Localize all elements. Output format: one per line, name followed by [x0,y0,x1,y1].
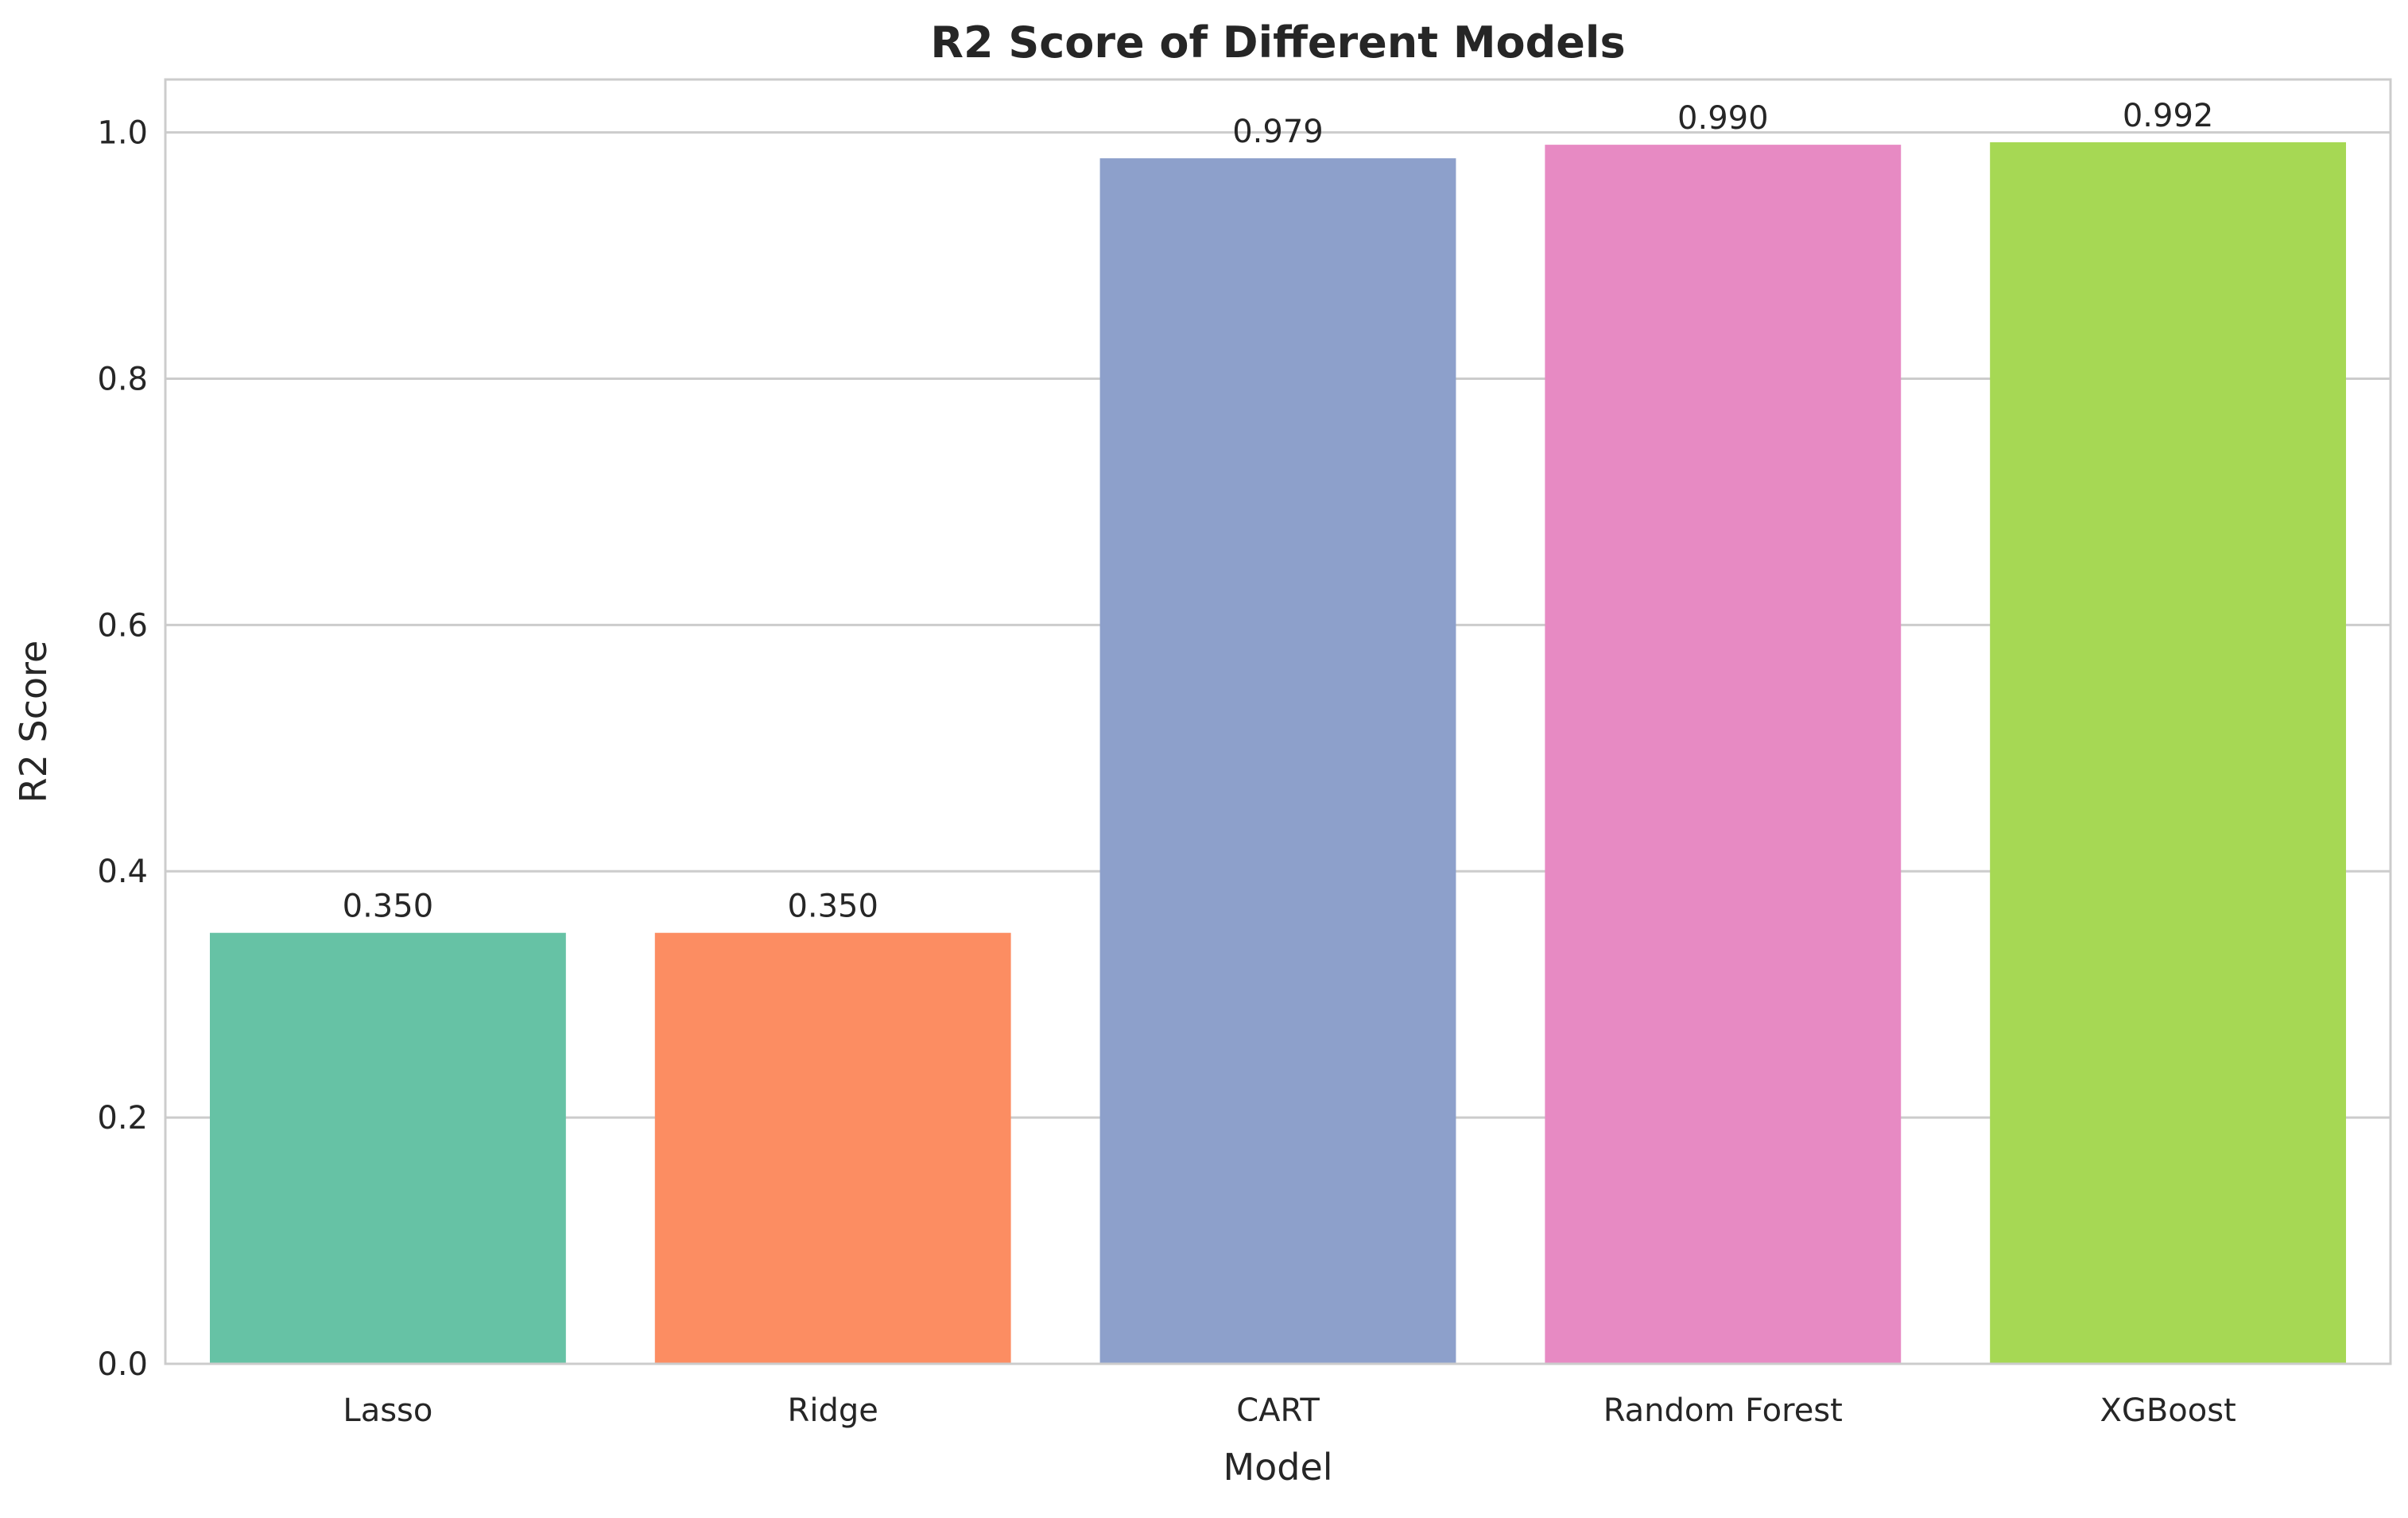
x-tick-label: Lasso [343,1392,432,1429]
bar [1099,158,1456,1364]
bar [654,932,1011,1364]
bars [209,142,2347,1365]
data-labels: 0.350 0.350 0.979 0.990 0.992 [343,98,2214,925]
plot-frame [164,78,2392,1365]
bar [209,932,566,1364]
x-tick-label: CART [1236,1392,1320,1429]
x-tick-label: Ridge [788,1392,878,1429]
x-tick-label: XGBoost [2100,1392,2235,1429]
y-tick-labels: 0.0 0.2 0.4 0.6 0.8 1.0 [97,115,148,1383]
data-label: 0.992 [2123,98,2214,134]
bar [1990,142,2347,1365]
y-axis-label: R2 Score [12,641,55,804]
data-label: 0.990 [1677,100,1769,137]
y-tick-label: 0.8 [97,361,148,397]
x-tick-label: Random Forest [1603,1392,1843,1429]
y-tick-label: 1.0 [97,115,148,152]
bar [1545,145,1902,1365]
chart-title: R2 Score of Different Models [930,17,1625,68]
data-label: 0.350 [787,889,878,925]
x-axis-label: Model [1223,1446,1332,1489]
y-tick-label: 0.2 [97,1100,148,1137]
data-label: 0.979 [1232,114,1324,150]
y-tick-label: 0.0 [97,1346,148,1383]
x-tick-labels: Lasso Ridge CART Random Forest XGBoost [343,1392,2235,1429]
y-tick-label: 0.4 [97,854,148,890]
data-label: 0.350 [343,889,434,925]
y-tick-label: 0.6 [97,607,148,644]
